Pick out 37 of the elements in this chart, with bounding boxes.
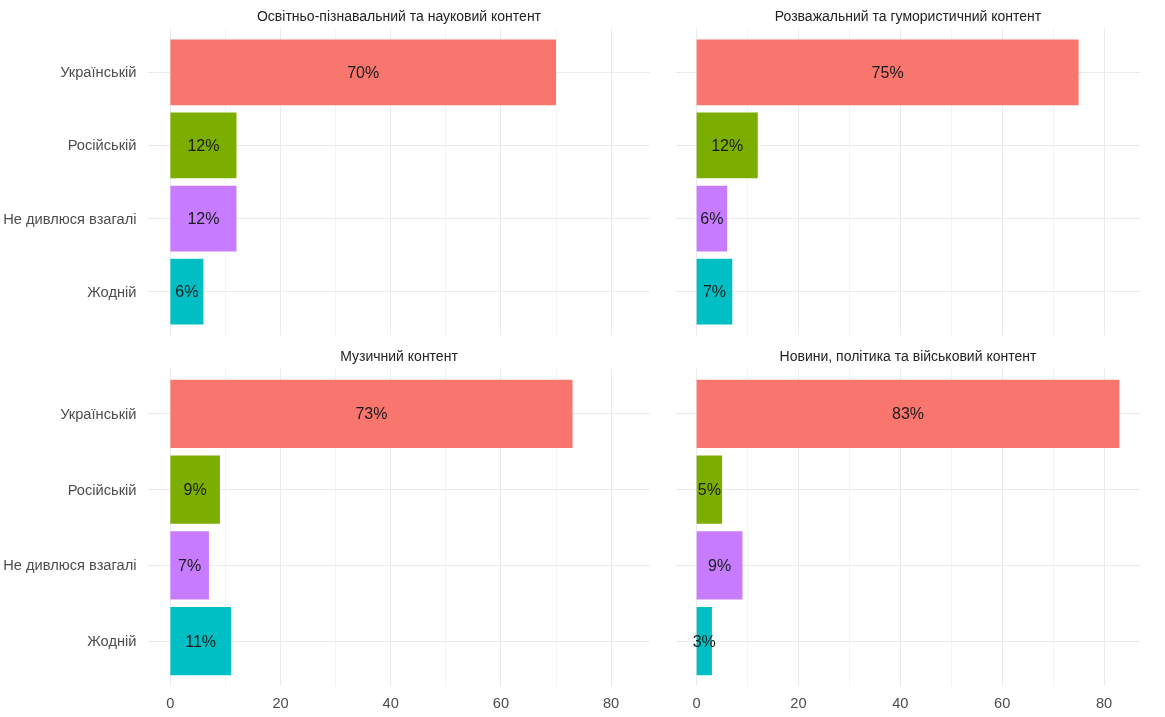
y-tick-label: Не дивлюся взагалі xyxy=(3,557,137,574)
data-label: 12% xyxy=(711,136,744,154)
chart-title: Музичний контент xyxy=(340,347,459,364)
chart-title: Новини, політика та військовий контент xyxy=(779,347,1037,364)
y-tick-label: Російській xyxy=(67,137,137,154)
y-tick-label: Російській xyxy=(67,481,137,498)
x-tick-label: 20 xyxy=(790,694,807,711)
data-label: 70% xyxy=(347,63,380,81)
data-label: 7% xyxy=(702,283,727,301)
x-tick-label: 40 xyxy=(892,694,909,711)
data-label: 11% xyxy=(185,632,217,650)
data-label: 12% xyxy=(187,210,220,228)
data-label: 83% xyxy=(891,405,925,423)
data-label: 6% xyxy=(700,210,724,228)
x-tick-label: 60 xyxy=(492,694,510,711)
data-label: 5% xyxy=(697,481,721,499)
data-label: 7% xyxy=(178,556,202,574)
y-tick-label: Українській xyxy=(60,405,137,422)
y-tick-label: Не дивлюся взагалі xyxy=(3,210,137,227)
x-tick-label: 0 xyxy=(692,694,701,711)
x-tick-label: 20 xyxy=(272,694,289,711)
x-tick-label: 40 xyxy=(382,694,399,711)
data-label: 73% xyxy=(355,405,388,423)
x-tick-label: 80 xyxy=(602,694,620,711)
chart-title: Розважальний та гумористичний контент xyxy=(774,7,1042,24)
y-tick-label: Жодній xyxy=(87,283,137,300)
data-label: 6% xyxy=(175,283,199,301)
data-label: 9% xyxy=(183,481,207,499)
data-label: 9% xyxy=(707,556,732,574)
x-tick-label: 60 xyxy=(994,694,1011,711)
data-label: 75% xyxy=(871,63,904,81)
y-tick-label: Українській xyxy=(60,64,137,81)
x-tick-label: 0 xyxy=(166,694,175,711)
chart-title: Освітньо-пізнавальний та науковий контент xyxy=(256,7,542,24)
data-label: 12% xyxy=(187,136,220,154)
x-tick-label: 80 xyxy=(1095,694,1113,711)
y-tick-label: Жодній xyxy=(87,633,137,650)
